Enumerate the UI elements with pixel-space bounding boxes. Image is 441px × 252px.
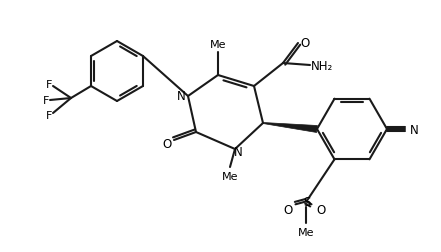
Text: Me: Me [298,227,315,237]
Text: Me: Me [210,40,226,50]
Text: O: O [284,203,293,216]
Text: F: F [46,80,52,90]
Text: O: O [317,203,326,216]
Text: N: N [410,124,419,137]
Text: O: O [300,36,310,49]
Polygon shape [263,123,318,133]
Text: F: F [43,96,49,106]
Text: O: O [162,138,172,151]
Text: Me: Me [222,171,238,181]
Text: NH₂: NH₂ [311,59,333,72]
Text: S: S [303,195,310,208]
Text: F: F [46,111,52,120]
Text: N: N [234,146,243,159]
Text: N: N [177,89,185,102]
